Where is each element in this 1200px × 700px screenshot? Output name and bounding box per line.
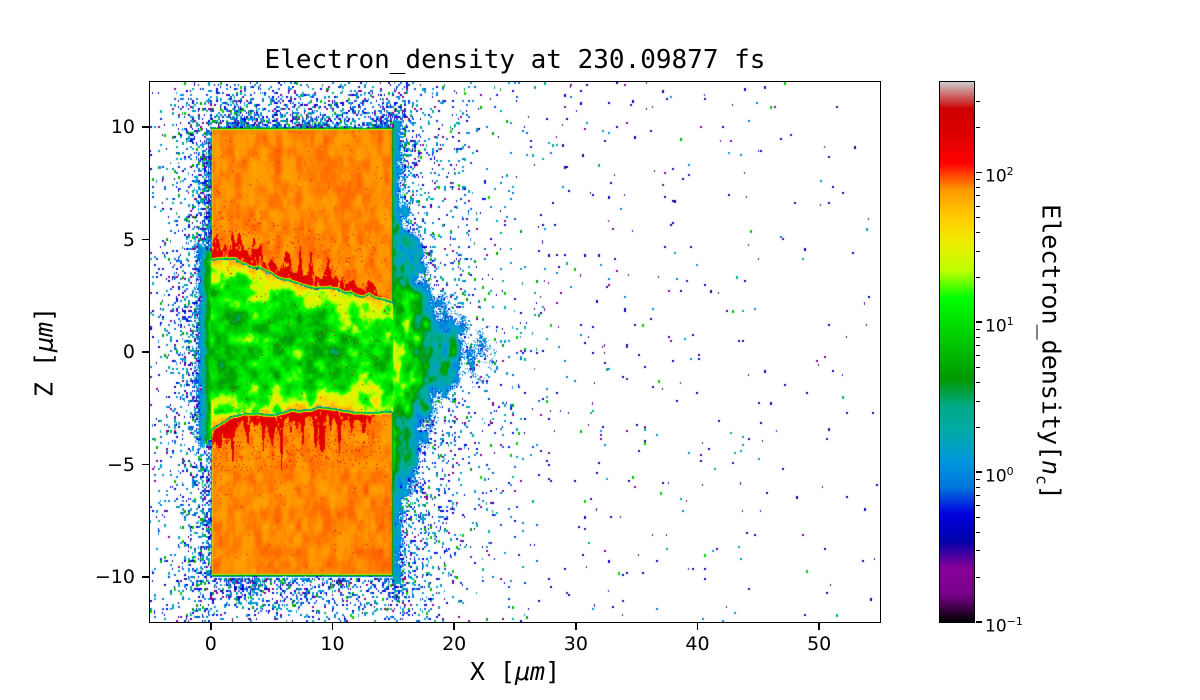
x-tick-label: 50 (807, 633, 832, 655)
y-tick-label: −5 (106, 453, 135, 476)
colorbar-minor-tick (976, 355, 980, 357)
colorbar-minor-tick (976, 250, 980, 252)
x-tick (818, 623, 820, 630)
colorbar-gradient (940, 82, 974, 622)
colorbar-tick (976, 471, 982, 473)
colorbar-minor-tick (976, 550, 980, 552)
colorbar-minor-tick (976, 517, 980, 519)
y-tick (142, 126, 149, 128)
colorbar-minor-tick (976, 329, 980, 331)
x-tick (453, 623, 455, 630)
colorbar-tick-label: 100 (985, 461, 1029, 487)
colorbar-tick (976, 321, 982, 323)
colorbar-tick-mantissa: 10 (985, 316, 1007, 337)
colorbar-tick-exponent: 1 (1006, 315, 1014, 329)
colorbar-label-var: n (1036, 460, 1066, 476)
x-tick-label: 20 (442, 633, 467, 655)
colorbar-tick-label: 102 (985, 161, 1029, 187)
x-tick (210, 623, 212, 630)
x-axis-label: X [μm] (150, 657, 880, 686)
x-tick-label: 0 (204, 633, 217, 655)
colorbar-label: Electron_density[nc] (1033, 204, 1066, 500)
y-tick (142, 576, 149, 578)
colorbar-minor-tick (976, 336, 980, 338)
colorbar-minor-tick (976, 277, 980, 279)
colorbar-minor-tick (976, 400, 980, 402)
x-tick (696, 623, 699, 630)
colorbar-minor-tick (976, 531, 980, 533)
colorbar-minor-tick (976, 495, 980, 497)
colorbar-minor-tick (976, 505, 980, 507)
x-axis-label-pre: X [ (469, 657, 515, 686)
y-axis-label: Z [μm] (30, 307, 59, 397)
colorbar-tick-label: 10−1 (985, 611, 1029, 637)
x-axis-label-post: ] (545, 657, 561, 686)
colorbar-tick-exponent: 2 (1006, 165, 1014, 179)
colorbar-minor-tick (976, 205, 980, 207)
x-axis-unit: μm (514, 657, 546, 686)
colorbar-minor-tick (976, 478, 980, 480)
colorbar-minor-tick (976, 486, 980, 488)
y-axis-label-post: ] (29, 306, 59, 322)
colorbar-tick-exponent: −1 (1006, 615, 1023, 628)
plot-title: Electron_density at 230.09877 fs (264, 45, 766, 75)
colorbar-tick-mantissa: 10 (985, 616, 1007, 637)
colorbar-minor-tick (976, 426, 980, 428)
colorbar-minor-tick (976, 179, 980, 181)
colorbar-minor-tick (976, 100, 980, 102)
x-tick (331, 623, 334, 630)
x-tick-label: 40 (685, 633, 710, 655)
y-tick-label: 0 (122, 341, 135, 363)
colorbar-minor-tick (976, 367, 980, 369)
y-tick (142, 238, 149, 241)
colorbar-tick-mantissa: 10 (985, 166, 1007, 187)
density-heatmap-canvas (150, 82, 880, 622)
colorbar-label-main: Electron_density[ (1036, 204, 1066, 461)
y-tick-label: 10 (110, 116, 135, 138)
y-axis-label-pre: Z [ (29, 352, 59, 398)
colorbar-minor-tick (976, 186, 980, 188)
colorbar-tick-label: 101 (985, 311, 1029, 337)
x-tick-label: 10 (320, 633, 345, 655)
colorbar-label-close: ] (1036, 484, 1066, 500)
colorbar-minor-tick (976, 345, 980, 347)
y-tick-label: −10 (94, 566, 135, 588)
colorbar-tick (976, 171, 982, 173)
colorbar-minor-tick (976, 576, 980, 578)
colorbar-minor-tick (976, 217, 980, 219)
y-tick (142, 351, 149, 353)
colorbar-tick-mantissa: 10 (985, 466, 1007, 487)
x-tick (575, 623, 577, 630)
colorbar-label-sub: c (1032, 475, 1052, 485)
colorbar-tick (976, 621, 982, 623)
colorbar-minor-tick (976, 231, 980, 233)
colorbar-minor-tick (976, 195, 980, 197)
colorbar-tick-exponent: 0 (1006, 465, 1014, 479)
x-tick-label: 30 (563, 633, 588, 655)
colorbar-minor-tick (976, 381, 980, 383)
y-tick (142, 463, 149, 466)
y-tick-label: 5 (122, 228, 135, 251)
y-axis-unit: μm (29, 321, 59, 353)
colorbar-minor-tick (976, 127, 980, 129)
